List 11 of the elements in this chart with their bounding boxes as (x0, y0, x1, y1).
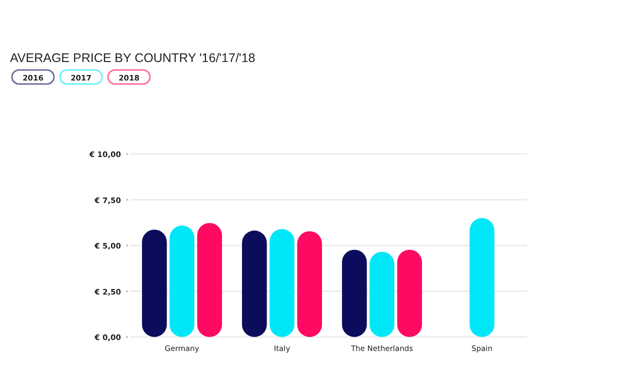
bar (242, 230, 267, 337)
chart-title: AVERAGE PRICE BY COUNTRY '16/'17/'18 (10, 51, 256, 65)
bar (342, 250, 367, 337)
bar (297, 231, 322, 337)
bar (370, 252, 394, 337)
bar (470, 218, 494, 337)
bar (197, 222, 222, 337)
bar (270, 229, 294, 337)
bar (397, 250, 422, 337)
bar (142, 230, 167, 337)
bar (170, 226, 194, 337)
